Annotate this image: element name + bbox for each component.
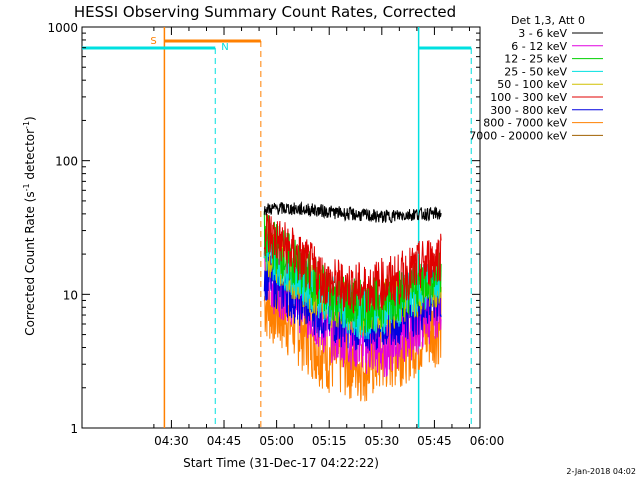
legend-label: 3 - 6 keV [518,27,567,40]
plot-frame [81,26,481,429]
series-line [263,201,442,224]
x-tick-label: 05:45 [417,434,452,448]
series-line [263,212,442,314]
plot-area: SN 04:30 04:45 05:00 05:15 05:30 05:45 06:00 1… [47,21,504,448]
y-tick-label: 1000 [47,21,78,35]
y-axis-label: Corrected Count Rate (s-1 detector-1) [22,116,37,335]
x-tick-label: 06:00 [470,434,505,448]
legend-label: 300 - 800 keV [490,104,567,117]
x-axis-ticks: 04:30 04:45 05:00 05:15 05:30 05:45 06:00 [153,27,505,448]
night-label: N [221,42,228,53]
chart-title: HESSI Observing Summary Count Rates, Cor… [74,3,456,21]
y-tick-label: 1 [70,422,78,436]
series-group [263,201,442,402]
x-tick-label: 05:30 [365,434,400,448]
legend-header: Det 1,3, Att 0 [511,14,585,27]
footer-date: 2-Jan-2018 04:02 [566,467,636,476]
legend-label: 800 - 7000 keV [483,117,567,130]
legend-label: 50 - 100 keV [497,78,567,91]
legend-label: 100 - 300 keV [490,91,567,104]
x-tick-label: 05:15 [312,434,347,448]
x-tick-label: 04:45 [207,434,242,448]
y-tick-label: 100 [55,155,78,169]
x-tick-label: 05:00 [259,434,294,448]
time-markers: SN [82,27,472,428]
y-tick-label: 10 [63,288,78,302]
x-tick-label: 04:30 [154,434,189,448]
y-axis-ticks: 1 10 100 1000 [47,21,480,436]
saa-label: S [150,36,156,47]
legend-label: 12 - 25 keV [504,53,567,66]
legend-label: 25 - 50 keV [504,65,567,78]
legend-label: 7000 - 20000 keV [469,129,567,142]
x-axis-label: Start Time (31-Dec-17 04:22:22) [183,456,379,470]
legend-label: 6 - 12 keV [511,40,567,53]
